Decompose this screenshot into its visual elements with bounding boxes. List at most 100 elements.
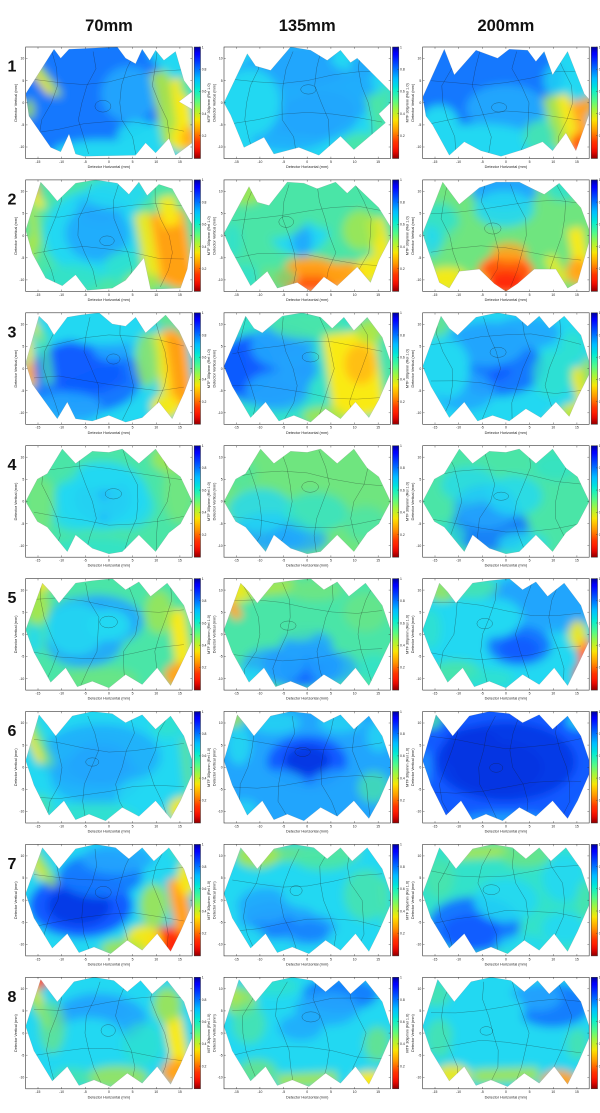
svg-text:-5: -5 <box>282 426 285 430</box>
svg-text:-5: -5 <box>418 788 421 792</box>
svg-text:15: 15 <box>376 293 380 297</box>
svg-text:-5: -5 <box>418 522 421 526</box>
svg-text:0: 0 <box>221 101 223 105</box>
svg-text:0.6: 0.6 <box>599 887 600 891</box>
svg-text:Detector Vertical (mm): Detector Vertical (mm) <box>213 1013 217 1052</box>
svg-text:Detector Horizontal (mm): Detector Horizontal (mm) <box>485 697 528 701</box>
svg-text:0.2: 0.2 <box>400 400 405 404</box>
svg-text:-15: -15 <box>433 426 438 430</box>
svg-text:0.2: 0.2 <box>400 666 405 670</box>
svg-text:-5: -5 <box>481 293 484 297</box>
svg-text:5: 5 <box>221 876 223 880</box>
svg-text:10: 10 <box>418 323 422 327</box>
svg-text:0: 0 <box>108 160 110 164</box>
svg-text:-10: -10 <box>19 810 24 814</box>
svg-text:135mm: 135mm <box>279 17 336 35</box>
svg-text:0.6: 0.6 <box>599 754 600 758</box>
svg-text:0: 0 <box>22 633 24 637</box>
svg-text:15: 15 <box>178 559 182 563</box>
svg-text:-5: -5 <box>481 692 484 696</box>
svg-text:0.8: 0.8 <box>202 998 207 1002</box>
svg-text:0: 0 <box>505 1090 507 1094</box>
svg-text:5: 5 <box>221 743 223 747</box>
svg-text:-5: -5 <box>282 559 285 563</box>
svg-text:0: 0 <box>306 293 308 297</box>
svg-text:Detector Vertical (mm): Detector Vertical (mm) <box>14 748 18 787</box>
svg-text:15: 15 <box>178 824 182 828</box>
svg-text:0: 0 <box>108 957 110 961</box>
svg-text:Detector Vertical (mm): Detector Vertical (mm) <box>411 748 415 787</box>
svg-text:-15: -15 <box>36 1090 41 1094</box>
svg-text:-10: -10 <box>416 145 421 149</box>
svg-text:MTF 30lp/mm (Rel 1.0): MTF 30lp/mm (Rel 1.0) <box>405 83 409 123</box>
svg-text:0.4: 0.4 <box>400 378 405 382</box>
svg-text:1: 1 <box>599 444 600 448</box>
svg-text:-5: -5 <box>282 824 285 828</box>
svg-text:MTF 30lp/mm (Rel 1.0): MTF 30lp/mm (Rel 1.0) <box>207 348 211 388</box>
svg-text:5: 5 <box>330 426 332 430</box>
svg-text:-5: -5 <box>418 389 421 393</box>
svg-text:-10: -10 <box>416 544 421 548</box>
svg-text:10: 10 <box>551 160 555 164</box>
svg-text:1: 1 <box>400 577 402 581</box>
svg-text:0: 0 <box>419 1031 421 1035</box>
svg-text:0.8: 0.8 <box>599 865 600 869</box>
svg-text:0.2: 0.2 <box>400 932 405 936</box>
svg-text:0: 0 <box>505 824 507 828</box>
svg-text:1: 1 <box>599 843 600 847</box>
svg-text:-5: -5 <box>21 256 24 260</box>
svg-text:5: 5 <box>330 160 332 164</box>
svg-text:0: 0 <box>108 1090 110 1094</box>
svg-text:5: 5 <box>132 957 134 961</box>
svg-text:10: 10 <box>551 426 555 430</box>
svg-text:0.6: 0.6 <box>400 488 405 492</box>
svg-text:-10: -10 <box>257 1090 262 1094</box>
svg-text:-5: -5 <box>282 293 285 297</box>
svg-text:10: 10 <box>21 455 25 459</box>
svg-text:-5: -5 <box>282 1090 285 1094</box>
svg-text:-10: -10 <box>416 1076 421 1080</box>
svg-text:Detector Vertical (mm): Detector Vertical (mm) <box>14 349 18 388</box>
svg-text:15: 15 <box>178 160 182 164</box>
svg-text:0.4: 0.4 <box>202 644 207 648</box>
svg-text:-5: -5 <box>21 389 24 393</box>
svg-text:200mm: 200mm <box>477 17 534 35</box>
svg-text:0.6: 0.6 <box>400 1020 405 1024</box>
svg-text:15: 15 <box>575 160 579 164</box>
svg-text:10: 10 <box>154 559 158 563</box>
svg-text:5: 5 <box>22 1009 24 1013</box>
svg-text:0.8: 0.8 <box>599 200 600 204</box>
svg-text:-15: -15 <box>234 160 239 164</box>
svg-text:-15: -15 <box>234 957 239 961</box>
svg-text:-10: -10 <box>218 943 223 947</box>
svg-text:-10: -10 <box>59 957 64 961</box>
svg-text:1: 1 <box>599 178 600 182</box>
svg-text:-5: -5 <box>418 921 421 925</box>
svg-text:0.2: 0.2 <box>599 134 600 138</box>
svg-text:-5: -5 <box>220 655 223 659</box>
svg-text:0.4: 0.4 <box>202 776 207 780</box>
svg-text:0.4: 0.4 <box>400 644 405 648</box>
svg-text:10: 10 <box>551 1090 555 1094</box>
svg-text:10: 10 <box>219 721 223 725</box>
svg-text:Detector Vertical (mm): Detector Vertical (mm) <box>411 216 415 255</box>
svg-text:-10: -10 <box>257 426 262 430</box>
svg-text:15: 15 <box>376 692 380 696</box>
svg-text:-15: -15 <box>234 559 239 563</box>
svg-text:0.4: 0.4 <box>400 511 405 515</box>
svg-text:Detector Horizontal (mm): Detector Horizontal (mm) <box>88 962 131 966</box>
svg-text:MTF 30lp/mm (Rel 1.0): MTF 30lp/mm (Rel 1.0) <box>207 747 211 787</box>
svg-text:0: 0 <box>419 898 421 902</box>
svg-text:Detector Horizontal (mm): Detector Horizontal (mm) <box>286 962 329 966</box>
svg-text:MTF 30lp/mm (Rel 1.0): MTF 30lp/mm (Rel 1.0) <box>207 215 211 255</box>
svg-text:0: 0 <box>221 500 223 504</box>
svg-text:-5: -5 <box>282 957 285 961</box>
svg-text:0.4: 0.4 <box>202 245 207 249</box>
svg-text:-10: -10 <box>416 677 421 681</box>
svg-text:0.8: 0.8 <box>400 68 405 72</box>
svg-text:-5: -5 <box>418 256 421 260</box>
svg-text:5: 5 <box>22 79 24 83</box>
svg-text:5: 5 <box>529 426 531 430</box>
svg-text:0.6: 0.6 <box>202 887 207 891</box>
svg-text:0.6: 0.6 <box>400 356 405 360</box>
